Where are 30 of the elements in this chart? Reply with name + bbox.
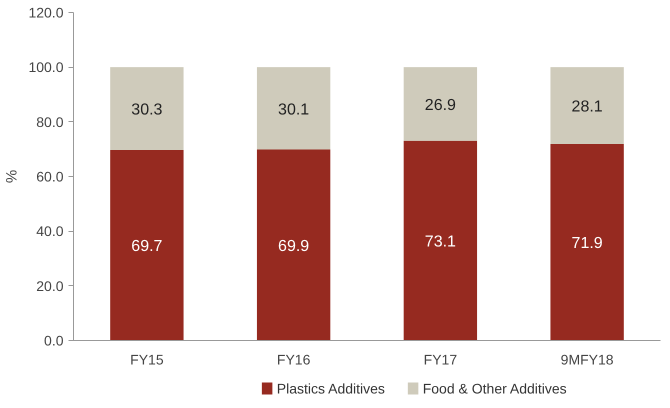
data-label: 30.1 <box>278 101 310 118</box>
legend-label: Plastics Additives <box>276 380 385 396</box>
bar <box>110 150 184 340</box>
bar <box>550 67 624 144</box>
bar <box>404 67 478 141</box>
data-label: 30.3 <box>131 102 163 119</box>
y-tick-label: 20.0 <box>36 278 64 294</box>
x-tick-label: FY15 <box>130 352 164 368</box>
x-tick-label: FY17 <box>424 352 458 368</box>
y-tick-label: 40.0 <box>36 223 64 240</box>
y-tick-label: 80.0 <box>36 114 64 130</box>
data-label: 26.9 <box>424 96 456 114</box>
data-label: 69.9 <box>278 238 310 255</box>
bar <box>110 67 184 150</box>
data-label: 28.1 <box>572 98 603 116</box>
bar <box>404 140 478 340</box>
x-tick-label: 9MFY18 <box>560 352 614 368</box>
data-label: 69.7 <box>131 238 163 256</box>
y-axis-title: % <box>3 170 20 184</box>
bar <box>256 149 330 340</box>
bar <box>256 67 330 150</box>
y-tick-label: 0.0 <box>44 332 64 348</box>
bar <box>550 144 624 340</box>
x-tick-label: FY16 <box>276 352 311 368</box>
legend-label: Food & Other Additives <box>422 380 567 396</box>
data-label: 71.9 <box>572 235 603 252</box>
y-tick-label: 120.0 <box>28 4 64 20</box>
y-tick-label: 100.0 <box>28 59 64 76</box>
y-tick-label: 60.0 <box>36 168 64 184</box>
data-label: 73.1 <box>424 234 456 251</box>
